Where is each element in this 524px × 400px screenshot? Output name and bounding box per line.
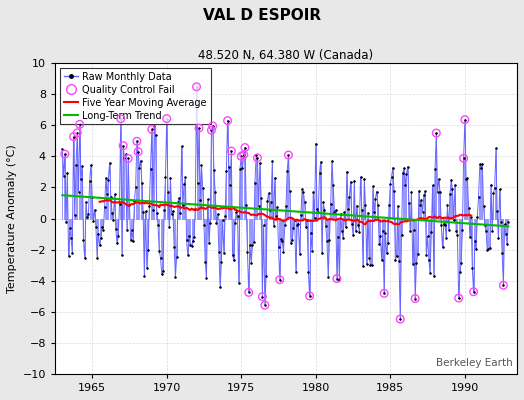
Quality Control Fail <box>285 152 293 158</box>
Quality Control Fail <box>470 288 478 295</box>
Quality Control Fail <box>241 144 249 151</box>
Quality Control Fail <box>133 138 141 144</box>
Raw Monthly Data <box>114 241 120 246</box>
Raw Monthly Data <box>256 203 262 208</box>
Quality Control Fail <box>195 125 203 131</box>
Quality Control Fail <box>305 293 314 299</box>
Quality Control Fail <box>61 151 69 157</box>
Raw Monthly Data <box>193 84 200 89</box>
Five Year Moving Average <box>207 204 213 209</box>
Text: VAL D ESPOIR: VAL D ESPOIR <box>203 8 321 23</box>
Legend: Raw Monthly Data, Quality Control Fail, Five Year Moving Average, Long-Term Tren: Raw Monthly Data, Quality Control Fail, … <box>60 68 211 124</box>
Quality Control Fail <box>162 116 171 122</box>
Text: Berkeley Earth: Berkeley Earth <box>435 358 512 368</box>
Quality Control Fail <box>461 116 469 123</box>
Quality Control Fail <box>227 148 235 154</box>
Quality Control Fail <box>258 294 267 300</box>
Quality Control Fail <box>460 155 468 162</box>
Raw Monthly Data <box>59 147 66 152</box>
Quality Control Fail <box>380 290 388 296</box>
Raw Monthly Data <box>505 219 511 224</box>
Quality Control Fail <box>69 134 78 140</box>
Quality Control Fail <box>73 130 81 136</box>
Quality Control Fail <box>148 126 156 132</box>
Quality Control Fail <box>237 153 245 160</box>
Quality Control Fail <box>253 155 261 161</box>
Quality Control Fail <box>432 130 441 136</box>
Y-axis label: Temperature Anomaly (°C): Temperature Anomaly (°C) <box>7 144 17 293</box>
Quality Control Fail <box>245 289 253 296</box>
Quality Control Fail <box>116 116 125 122</box>
Five Year Moving Average <box>254 213 260 218</box>
Quality Control Fail <box>223 118 232 124</box>
Raw Monthly Data <box>192 206 199 211</box>
Quality Control Fail <box>396 316 405 322</box>
Raw Monthly Data <box>397 317 403 322</box>
Quality Control Fail <box>119 142 127 149</box>
Quality Control Fail <box>239 152 248 158</box>
Quality Control Fail <box>276 276 284 283</box>
Quality Control Fail <box>333 276 341 282</box>
Quality Control Fail <box>499 282 508 288</box>
Quality Control Fail <box>192 84 201 90</box>
Line: Raw Monthly Data: Raw Monthly Data <box>61 85 510 321</box>
Quality Control Fail <box>454 295 463 301</box>
Raw Monthly Data <box>483 229 489 234</box>
Quality Control Fail <box>75 121 84 128</box>
Quality Control Fail <box>411 295 419 302</box>
Line: Five Year Moving Average: Five Year Moving Average <box>100 200 471 224</box>
Raw Monthly Data <box>209 128 215 133</box>
Title: 48.520 N, 64.380 W (Canada): 48.520 N, 64.380 W (Canada) <box>199 49 374 62</box>
Five Year Moving Average <box>114 200 120 205</box>
Five Year Moving Average <box>214 207 221 212</box>
Quality Control Fail <box>260 302 269 308</box>
Quality Control Fail <box>134 148 143 155</box>
Quality Control Fail <box>124 155 133 162</box>
Raw Monthly Data <box>216 250 222 255</box>
Quality Control Fail <box>209 123 217 129</box>
Five Year Moving Average <box>192 207 199 212</box>
Quality Control Fail <box>208 127 216 134</box>
